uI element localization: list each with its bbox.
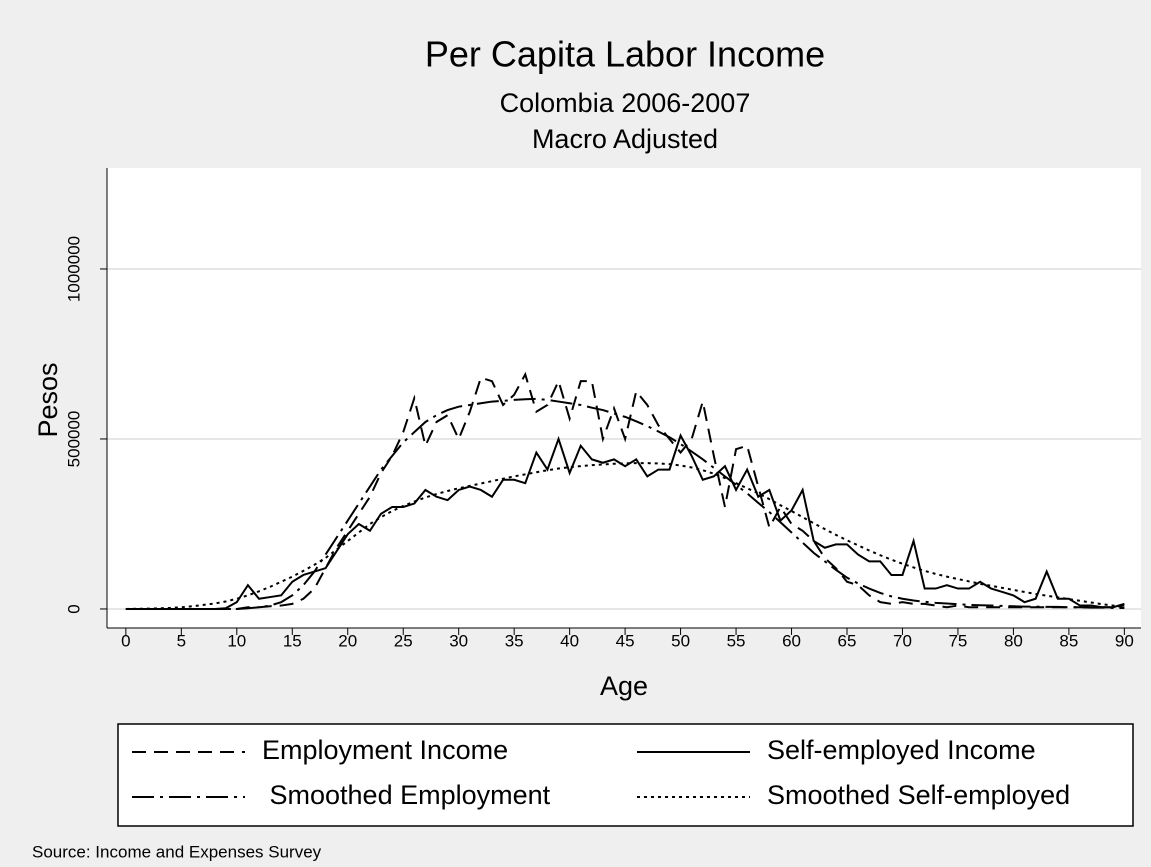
x-tick-label: 40 xyxy=(560,631,579,650)
legend-label: Self-employed Income xyxy=(767,735,1036,765)
x-tick-label: 0 xyxy=(121,631,130,650)
x-tick-label: 90 xyxy=(1115,631,1134,650)
line xyxy=(125,433,1125,610)
chart-subtitle: Colombia 2006-2007 xyxy=(500,88,751,118)
legend-label: Smoothed Employment xyxy=(262,780,551,810)
x-tick-label: 80 xyxy=(1004,631,1023,650)
x-tick-label: 65 xyxy=(838,631,857,650)
x-tick-label: 25 xyxy=(394,631,413,650)
line xyxy=(125,397,1125,610)
y-tick-label: 500000 xyxy=(64,411,83,468)
x-tick-label: 45 xyxy=(616,631,635,650)
x-tick-label: 60 xyxy=(782,631,801,650)
line xyxy=(125,371,1125,610)
x-tick-label: 55 xyxy=(727,631,746,650)
x-tick-label: 20 xyxy=(338,631,357,650)
x-tick-label: 5 xyxy=(177,631,186,650)
y-tick-label: 0 xyxy=(64,604,83,613)
legend-label: Employment Income xyxy=(262,735,508,765)
y-tick-label: 1000000 xyxy=(64,236,83,302)
x-tick-label: 50 xyxy=(671,631,690,650)
x-tick-label: 85 xyxy=(1059,631,1078,650)
legend-label: Smoothed Self-employed xyxy=(767,780,1070,810)
x-tick-label: 35 xyxy=(505,631,524,650)
x-tick-label: 10 xyxy=(227,631,246,650)
x-axis-label: Age xyxy=(600,671,648,701)
chart-title: Per Capita Labor Income xyxy=(425,34,825,75)
source-note: Source: Income and Expenses Survey xyxy=(32,842,322,861)
x-tick-label: 15 xyxy=(283,631,302,650)
plot-area xyxy=(107,168,1141,628)
x-tick-label: 70 xyxy=(893,631,912,650)
x-tick-label: 30 xyxy=(449,631,468,650)
y-axis-label: Pesos xyxy=(33,362,63,437)
chart-subtitle: Macro Adjusted xyxy=(532,124,718,154)
legend xyxy=(117,723,1134,827)
x-tick-label: 75 xyxy=(948,631,967,650)
